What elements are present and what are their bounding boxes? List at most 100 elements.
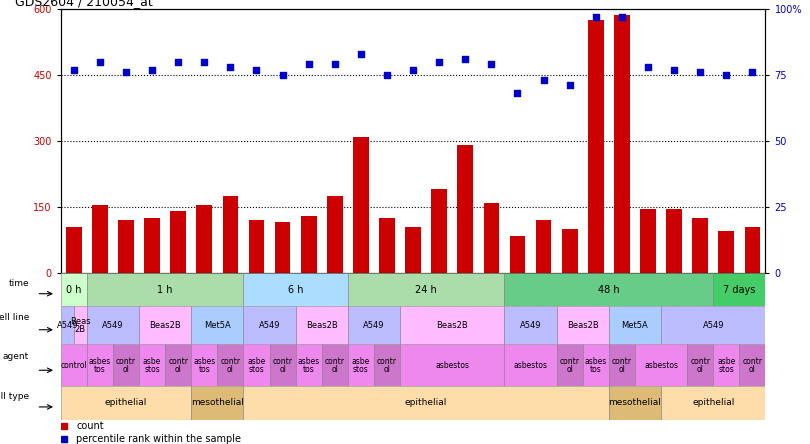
Text: contr
ol: contr ol [743, 357, 762, 374]
Text: 48 h: 48 h [598, 285, 620, 295]
Text: contr
ol: contr ol [690, 357, 710, 374]
Bar [87, 344, 113, 386]
Text: asbes
tos: asbes tos [297, 357, 320, 374]
Bar [374, 344, 400, 386]
Bar [61, 273, 87, 306]
Text: A549: A549 [363, 321, 385, 330]
Text: 7 days: 7 days [723, 285, 756, 295]
Point [250, 66, 263, 73]
Point [590, 13, 603, 20]
Bar [347, 273, 505, 306]
Bar [113, 344, 139, 386]
Bar [66, 227, 82, 273]
Text: epithelial: epithelial [405, 398, 447, 408]
Text: epithelial: epithelial [104, 398, 147, 408]
Text: epithelial: epithelial [692, 398, 735, 408]
Text: contr
ol: contr ol [168, 357, 188, 374]
Text: 6 h: 6 h [288, 285, 304, 295]
Text: asbes
tos: asbes tos [193, 357, 215, 374]
Bar [139, 344, 165, 386]
Bar [87, 273, 244, 306]
Text: A549: A549 [57, 321, 78, 330]
Text: Met5A: Met5A [204, 321, 231, 330]
Point [328, 61, 341, 68]
Bar [405, 227, 421, 273]
Bar [458, 145, 473, 273]
Point [485, 61, 498, 68]
Point [433, 58, 446, 65]
Text: asbe
stos: asbe stos [717, 357, 735, 374]
Bar [484, 202, 499, 273]
Text: A549: A549 [102, 321, 124, 330]
Bar [74, 306, 87, 344]
Text: 0 h: 0 h [66, 285, 82, 295]
Bar [432, 190, 447, 273]
Bar [191, 306, 244, 344]
Point [720, 71, 733, 79]
Text: Beas2B: Beas2B [149, 321, 181, 330]
Point [146, 66, 159, 73]
Text: control: control [61, 361, 87, 370]
Point [355, 50, 368, 57]
Bar [353, 137, 369, 273]
Text: cell type: cell type [0, 392, 29, 401]
Bar [609, 386, 661, 420]
Bar [244, 386, 609, 420]
Bar [191, 386, 244, 420]
Bar [505, 273, 714, 306]
Bar [322, 344, 347, 386]
Text: contr
ol: contr ol [220, 357, 241, 374]
Bar [693, 218, 708, 273]
Text: agent: agent [3, 352, 29, 361]
Text: 1 h: 1 h [157, 285, 173, 295]
Bar [635, 344, 687, 386]
Bar [347, 344, 374, 386]
Point [407, 66, 420, 73]
Bar [379, 218, 394, 273]
Bar [118, 220, 134, 273]
Bar [661, 306, 765, 344]
Bar [588, 20, 603, 273]
Text: contr
ol: contr ol [560, 357, 580, 374]
Bar [718, 231, 734, 273]
Text: 24 h: 24 h [416, 285, 437, 295]
Bar [661, 386, 765, 420]
Text: A549: A549 [520, 321, 541, 330]
Point [667, 66, 680, 73]
Bar [714, 273, 765, 306]
Text: asbe
stos: asbe stos [143, 357, 161, 374]
Bar [614, 16, 629, 273]
Text: asbestos: asbestos [644, 361, 678, 370]
Bar [144, 218, 160, 273]
Text: Beas
2B: Beas 2B [70, 317, 91, 334]
Bar [244, 273, 347, 306]
Bar [640, 209, 656, 273]
Point [120, 69, 133, 76]
Text: mesothelial: mesothelial [608, 398, 662, 408]
Point [67, 66, 80, 73]
Bar [61, 386, 191, 420]
Bar [296, 306, 347, 344]
Point [616, 13, 629, 20]
Point [172, 58, 185, 65]
Text: asbestos: asbestos [435, 361, 469, 370]
Text: contr
ol: contr ol [325, 357, 345, 374]
Text: A549: A549 [702, 321, 724, 330]
Bar [139, 306, 191, 344]
Text: Beas2B: Beas2B [567, 321, 599, 330]
Bar [667, 209, 682, 273]
Text: percentile rank within the sample: percentile rank within the sample [76, 434, 241, 444]
Bar [400, 306, 505, 344]
Bar [505, 306, 556, 344]
Bar [244, 344, 270, 386]
Text: GDS2604 / 210054_at: GDS2604 / 210054_at [15, 0, 153, 8]
Bar [562, 229, 578, 273]
Bar [244, 306, 296, 344]
Bar [301, 216, 317, 273]
Point [458, 56, 471, 63]
Bar [92, 205, 108, 273]
Text: mesothelial: mesothelial [191, 398, 244, 408]
Bar [744, 227, 761, 273]
Point [198, 58, 211, 65]
Text: contr
ol: contr ol [273, 357, 292, 374]
